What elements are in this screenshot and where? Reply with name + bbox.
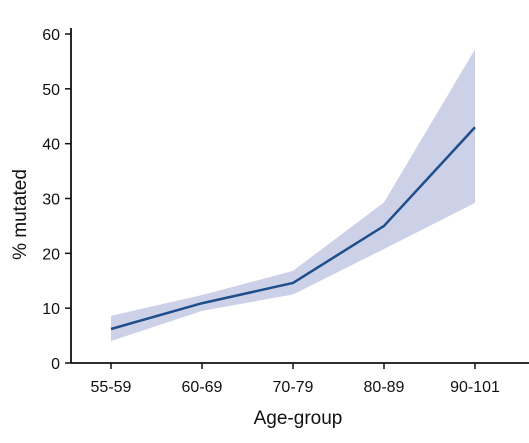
y-tick-label: 60 bbox=[42, 27, 60, 44]
x-tick-label: 55-59 bbox=[91, 379, 132, 396]
axes: 0 10 20 30 40 50 60 55-59 60-69 70-79 80-89 90-101 bbox=[42, 27, 529, 396]
y-axis-label: % mutated bbox=[10, 169, 31, 260]
y-tick-label: 0 bbox=[51, 356, 60, 373]
y-tick-label: 50 bbox=[42, 82, 60, 99]
confidence-band bbox=[111, 49, 475, 342]
y-tick-label: 20 bbox=[42, 246, 60, 263]
y-tick-label: 40 bbox=[42, 137, 60, 154]
x-tick-label: 70-79 bbox=[273, 379, 314, 396]
x-tick-label: 80-89 bbox=[364, 379, 405, 396]
x-tick-label: 90-101 bbox=[450, 379, 500, 396]
y-tick-label: 10 bbox=[42, 301, 60, 318]
y-tick-label: 30 bbox=[42, 192, 60, 209]
series-line bbox=[110, 126, 476, 331]
plot-area bbox=[110, 49, 476, 342]
x-tick-label: 60-69 bbox=[182, 379, 223, 396]
x-axis-label: Age-group bbox=[254, 408, 343, 429]
